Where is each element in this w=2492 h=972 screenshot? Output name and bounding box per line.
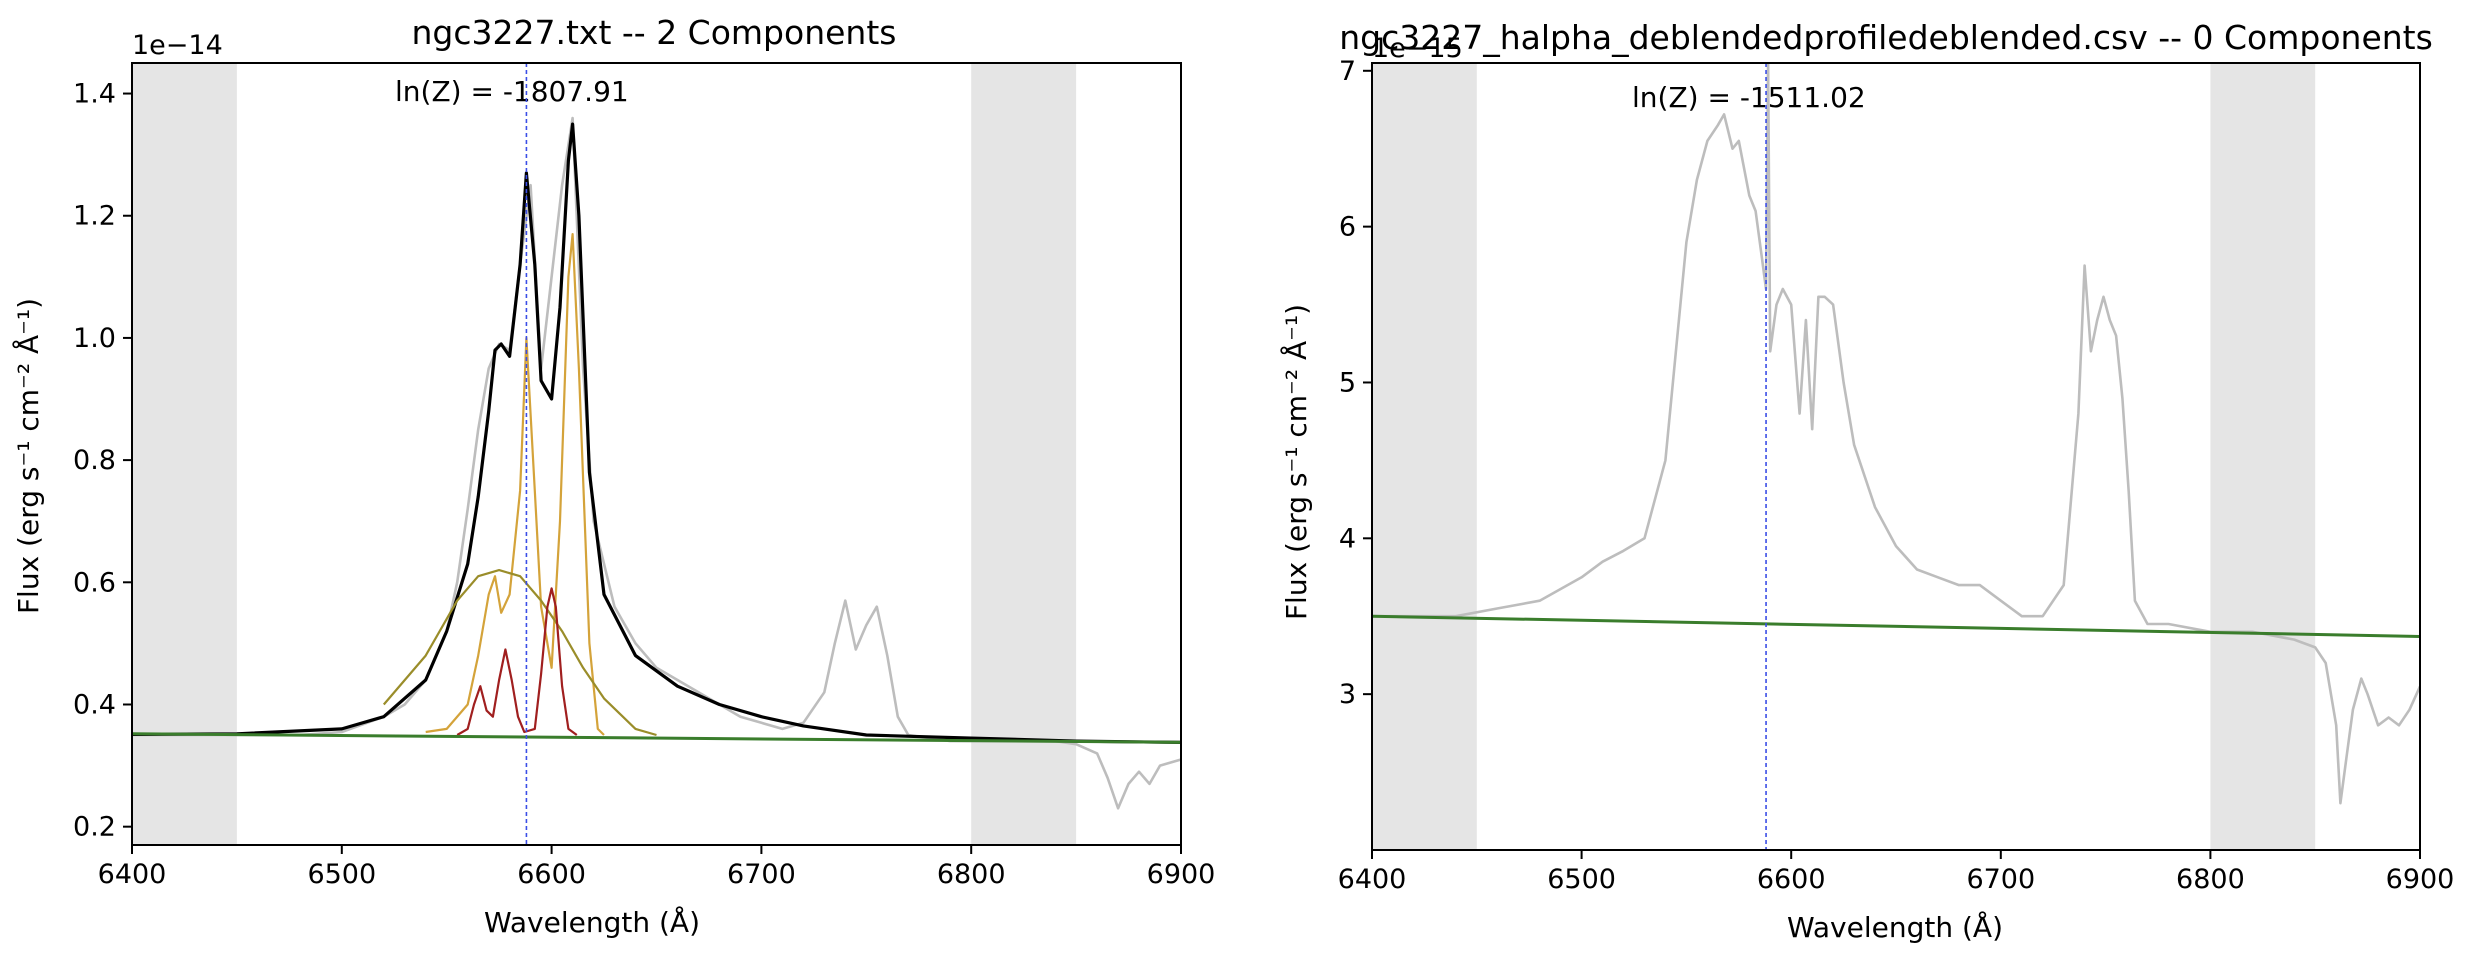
left-shaded-region-1 <box>971 63 1077 845</box>
left-y-tick-label-6: 1.4 <box>73 79 116 110</box>
right-plot-area <box>1372 63 2420 850</box>
chart-left: ngc3227.txt -- 2 Components 1e−14 ln(Z) … <box>11 13 1215 939</box>
left-x-tick-label-5: 6900 <box>1147 859 1216 890</box>
chart-right-annotation: ln(Z) = -1511.02 <box>1632 81 1866 114</box>
left-series-line-3 <box>382 568 657 737</box>
chart-left-marks: 6400 6500 6600 6700 6800 6900 0.2 0.4 0.6 0.8 1.0 1… <box>73 62 1216 890</box>
right-y-tick-label-1: 4 <box>1339 523 1356 554</box>
right-shaded-region-1 <box>2210 63 2316 850</box>
chart-left-annotation: ln(Z) = -1807.91 <box>395 75 629 108</box>
left-plot-area <box>132 63 1181 845</box>
right-x-tick-label-4: 6800 <box>2176 864 2245 895</box>
chart-right-marks: 6400 6500 6600 6700 6800 6900 3 4 5 6 7 <box>1338 56 2455 895</box>
right-y-tick-label-2: 5 <box>1339 367 1356 398</box>
chart-right-xlabel: Wavelength (Å) <box>1787 910 2003 944</box>
right-x-tick-label-1: 6500 <box>1547 864 1616 895</box>
right-x-tick-label-5: 6900 <box>2386 864 2455 895</box>
left-series-line-2 <box>425 233 605 736</box>
left-series-line-1 <box>132 122 1181 744</box>
left-y-tick-label-4: 1.0 <box>73 323 116 354</box>
right-shaded-region-0 <box>1372 63 1477 850</box>
right-y-tick-label-3: 6 <box>1339 212 1356 243</box>
left-y-tick-label-5: 1.2 <box>73 201 116 232</box>
left-continuum-line <box>132 732 1181 744</box>
left-y-tick-label-1: 0.4 <box>73 689 116 720</box>
left-x-tick-label-4: 6800 <box>937 859 1006 890</box>
chart-right-title: ngc3227_halpha_deblendedprofiledeblended… <box>1339 18 2433 57</box>
left-x-tick-label-0: 6400 <box>98 859 167 890</box>
chart-right-ylabel: Flux (erg s⁻¹ cm⁻² Å⁻¹) <box>1279 304 1313 620</box>
chart-left-ylabel: Flux (erg s⁻¹ cm⁻² Å⁻¹) <box>11 298 45 614</box>
left-shaded-region-0 <box>132 63 237 845</box>
right-x-tick-label-3: 6700 <box>1966 864 2035 895</box>
left-y-tick-label-2: 0.6 <box>73 567 116 598</box>
right-continuum-line <box>1372 614 2420 638</box>
left-x-tick-label-3: 6700 <box>727 859 796 890</box>
left-x-tick-label-1: 6500 <box>307 859 376 890</box>
right-series-line-0 <box>1372 63 2420 805</box>
right-x-tick-label-0: 6400 <box>1338 864 1407 895</box>
chart-right: ngc3227_halpha_deblendedprofiledeblended… <box>1279 18 2454 944</box>
left-y-tick-label-3: 0.8 <box>73 445 116 476</box>
chart-left-offset-label: 1e−14 <box>132 30 223 61</box>
chart-left-title: ngc3227.txt -- 2 Components <box>412 13 897 52</box>
left-x-tick-label-2: 6600 <box>517 859 586 890</box>
right-y-tick-label-0: 3 <box>1339 679 1356 710</box>
chart-right-offset-label: 1e−15 <box>1372 33 1463 64</box>
chart-left-xlabel: Wavelength (Å) <box>484 905 700 939</box>
right-x-tick-label-2: 6600 <box>1757 864 1826 895</box>
right-y-tick-label-4: 7 <box>1339 56 1356 87</box>
left-series-line-4 <box>456 587 578 736</box>
left-axes-frame <box>131 62 1182 846</box>
right-axes-frame <box>1371 62 2421 851</box>
left-y-tick-label-0: 0.2 <box>73 812 116 843</box>
